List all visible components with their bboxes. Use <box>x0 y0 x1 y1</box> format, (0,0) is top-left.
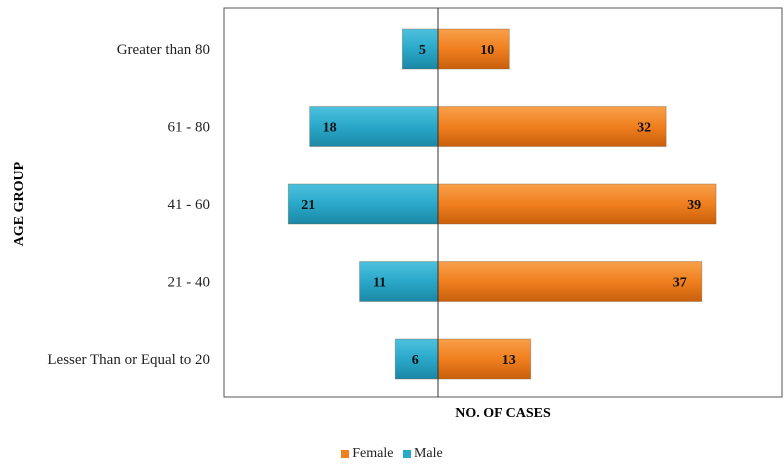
data-label-male-41-60: 21 <box>301 198 315 213</box>
bar-female-lesser-than-or-equal-to-20 <box>437 338 532 380</box>
bar-female-21-40 <box>437 261 703 302</box>
data-label-female-greater-than-80: 10 <box>480 43 494 58</box>
data-label-male-lesser-than-or-equal-to-20: 6 <box>412 353 419 368</box>
x-axis-title: NO. OF CASES <box>455 406 551 421</box>
chart: Greater than 80 10 5 61 - 80 32 18 41 - 60 39 21… <box>12 7 783 421</box>
data-label-female-lesser-than-or-equal-to-20: 13 <box>502 353 516 368</box>
legend-item-female: Female <box>341 446 393 462</box>
category-label-greater-than-80: Greater than 80 <box>117 42 210 58</box>
bar-female-61-80 <box>437 106 667 147</box>
bar-male-greater-than-80 <box>401 28 439 70</box>
legend-label-female: Female <box>352 446 394 461</box>
bar-male-61-80 <box>309 106 439 147</box>
data-label-male-greater-than-80: 5 <box>419 43 426 58</box>
category-label-41-60: 41 - 60 <box>168 197 211 213</box>
data-label-female-41-60: 39 <box>687 198 701 213</box>
bar-female-greater-than-80 <box>437 28 510 70</box>
legend-label-male: Male <box>413 446 443 461</box>
y-axis-title: AGE GROUP <box>12 161 27 246</box>
legend-swatch-female <box>341 450 350 458</box>
data-label-male-21-40: 11 <box>373 276 386 291</box>
legend-swatch-male <box>402 450 411 458</box>
legend: Female Male <box>0 446 784 463</box>
data-label-female-61-80: 32 <box>637 121 651 136</box>
bar-male-41-60 <box>287 183 439 225</box>
legend-item-male: Male <box>402 446 443 462</box>
bar-female-41-60 <box>437 183 717 225</box>
bar-male-21-40 <box>359 261 439 302</box>
data-label-female-21-40: 37 <box>673 276 687 291</box>
category-label-21-40: 21 - 40 <box>168 275 211 291</box>
bar-male-lesser-than-or-equal-to-20 <box>394 338 439 380</box>
category-label-61-80: 61 - 80 <box>168 120 211 136</box>
category-label-lesser-than-or-equal-to-20: Lesser Than or Equal to 20 <box>47 352 210 368</box>
data-label-male-61-80: 18 <box>323 121 337 136</box>
